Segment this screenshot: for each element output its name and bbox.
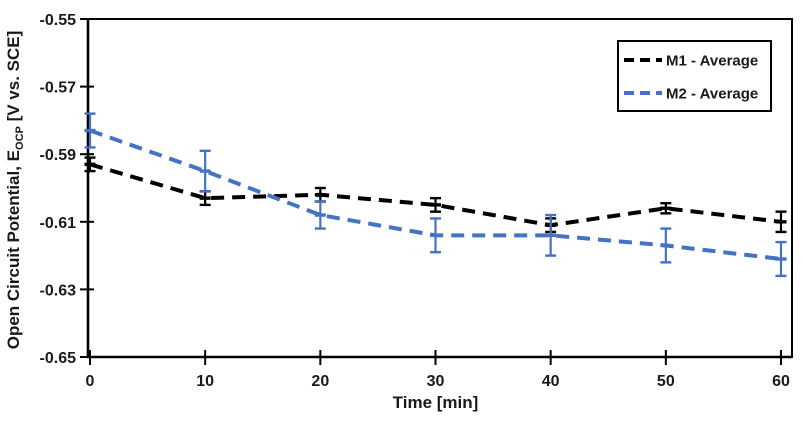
legend-label-m2: M2 - Average bbox=[666, 86, 758, 103]
x-tick-label: 40 bbox=[542, 373, 560, 390]
y-tick-label: -0.57 bbox=[40, 80, 77, 97]
legend-label-m1: M1 - Average bbox=[666, 53, 758, 70]
series-line-m1 bbox=[89, 162, 782, 228]
x-tick-label: 10 bbox=[196, 373, 214, 390]
y-tick-label: -0.55 bbox=[40, 12, 77, 29]
y-tick-label: -0.59 bbox=[40, 147, 77, 164]
y-tick-label: -0.63 bbox=[40, 282, 77, 299]
x-tick-label: 0 bbox=[86, 373, 95, 390]
y-axis-title: Open Circuit Potential, EOCP [V vs. SCE] bbox=[4, 31, 26, 350]
y-axis-title-main: Open Circuit Potential, E bbox=[4, 150, 23, 349]
legend-box bbox=[617, 40, 772, 112]
series-line-m2 bbox=[89, 128, 782, 261]
x-tick-label: 60 bbox=[772, 373, 790, 390]
x-tick-label: 30 bbox=[427, 373, 445, 390]
x-axis-title: Time [min] bbox=[393, 393, 479, 412]
y-axis-title-subscript: OCP bbox=[14, 126, 26, 150]
y-axis-title-unit: [V vs. SCE] bbox=[4, 31, 23, 126]
y-tick-label: -0.65 bbox=[40, 350, 77, 367]
x-tick-label: 20 bbox=[311, 373, 329, 390]
y-tick-label: -0.61 bbox=[40, 215, 77, 232]
x-tick-label: 50 bbox=[657, 373, 675, 390]
